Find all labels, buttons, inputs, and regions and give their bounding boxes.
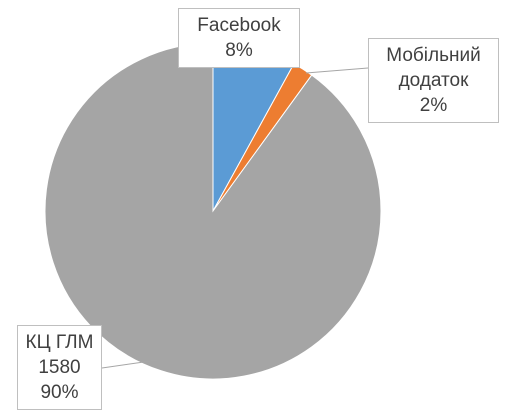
label-count: 1580 xyxy=(38,357,81,378)
label-name: Facebook xyxy=(197,15,281,36)
data-label: Мобільний додаток 2% xyxy=(368,38,499,123)
label-percent: 8% xyxy=(225,40,253,61)
label-percent: 2% xyxy=(419,95,448,116)
label-name: Мобільний додаток xyxy=(386,45,481,91)
pie-slice xyxy=(44,42,382,380)
data-label: Facebook 8% xyxy=(178,8,300,68)
leader-line xyxy=(101,359,159,369)
data-label: КЦ ГЛМ 1580 90% xyxy=(17,325,102,410)
label-percent: 90% xyxy=(40,382,79,403)
label-name: КЦ ГЛМ xyxy=(25,332,94,353)
leader-line xyxy=(305,67,369,74)
